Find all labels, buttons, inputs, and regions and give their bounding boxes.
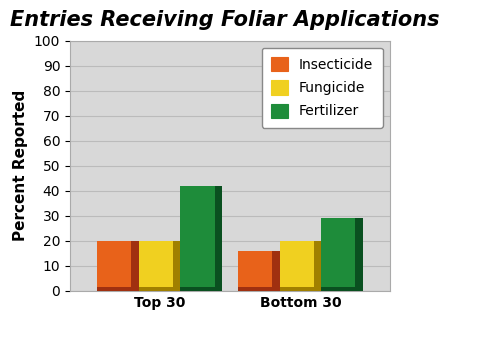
Bar [173, 241, 180, 291]
Bar [356, 218, 363, 291]
Bar [321, 218, 363, 291]
Bar [280, 287, 321, 291]
Bar [180, 186, 222, 291]
Bar [180, 287, 222, 291]
Bar [238, 287, 280, 291]
Bar [97, 287, 139, 291]
Bar [272, 251, 280, 291]
Bar [139, 241, 180, 291]
Bar [97, 241, 139, 291]
Bar [214, 186, 222, 291]
Bar [321, 287, 363, 291]
Bar [314, 241, 321, 291]
Bar [238, 251, 280, 291]
Y-axis label: Percent Reported: Percent Reported [14, 90, 28, 241]
Legend: Insecticide, Fungicide, Fertilizer: Insecticide, Fungicide, Fertilizer [262, 48, 383, 128]
Text: Entries Receiving Foliar Applications: Entries Receiving Foliar Applications [10, 10, 440, 30]
Bar [132, 241, 139, 291]
Bar [280, 241, 321, 291]
Bar [139, 287, 180, 291]
